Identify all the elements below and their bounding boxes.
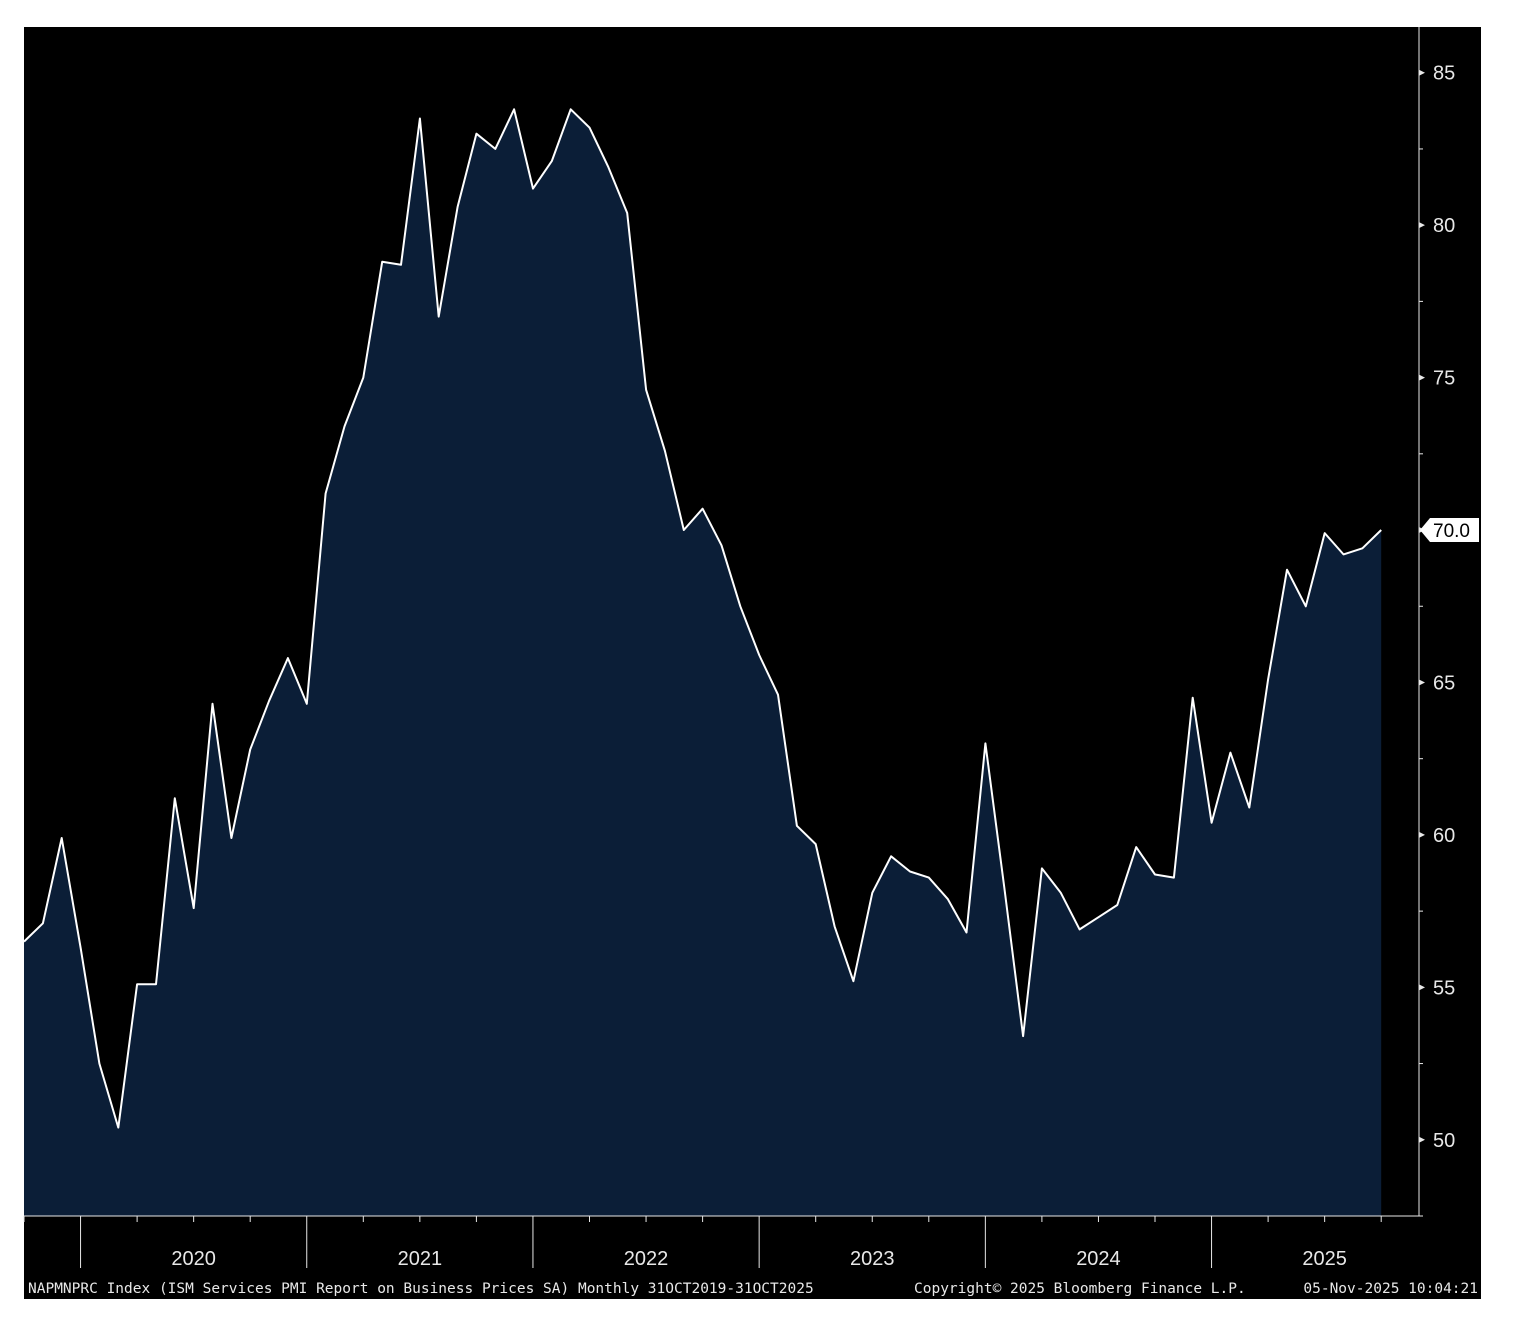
y-tick-mark-60 <box>1419 831 1425 838</box>
x-year-label-2020: 2020 <box>171 1248 216 1270</box>
footer-copyright: Copyright© 2025 Bloomberg Finance L.P. <box>914 1281 1246 1297</box>
x-year-label-2022: 2022 <box>624 1248 669 1270</box>
y-tick-label-50: 50 <box>1433 1130 1455 1152</box>
y-tick-mark-80 <box>1419 222 1425 229</box>
last-value-box <box>1420 518 1479 543</box>
y-tick-mark-85 <box>1419 69 1425 76</box>
chart-footer: NAPMNPRC Index (ISM Services PMI Report … <box>28 1281 1478 1297</box>
footer-timestamp: 05-Nov-2025 10:04:21 <box>1303 1281 1478 1297</box>
y-tick-mark-55 <box>1419 984 1425 991</box>
y-tick-mark-65 <box>1419 679 1425 686</box>
y-tick-mark-75 <box>1419 374 1425 381</box>
y-tick-label-85: 85 <box>1433 63 1455 85</box>
x-year-label-2021: 2021 <box>398 1248 443 1270</box>
series-area-fill <box>24 109 1382 1216</box>
footer-description: NAPMNPRC Index (ISM Services PMI Report … <box>28 1281 814 1297</box>
y-tick-label-55: 55 <box>1433 977 1455 999</box>
last-value-marker: 70.0 <box>1420 518 1479 543</box>
x-axis-ticks: 2020 2021 2022 2023 2024 2025 <box>23 1216 1382 1270</box>
y-tick-label-65: 65 <box>1433 672 1455 694</box>
y-tick-label-75: 75 <box>1433 368 1455 390</box>
y-tick-mark-50 <box>1419 1136 1425 1143</box>
y-tick-label-60: 60 <box>1433 825 1455 847</box>
y-tick-label-80: 80 <box>1433 215 1455 237</box>
x-year-label-2024: 2024 <box>1076 1248 1121 1270</box>
x-year-label-2025: 2025 <box>1302 1248 1347 1270</box>
series-line <box>23 108 1382 1129</box>
x-year-label-2023: 2023 <box>850 1248 895 1270</box>
last-value-label: 70.0 <box>1433 521 1470 542</box>
y-axis-ticks: 50 55 60 65 75 80 85 <box>1419 63 1455 1217</box>
